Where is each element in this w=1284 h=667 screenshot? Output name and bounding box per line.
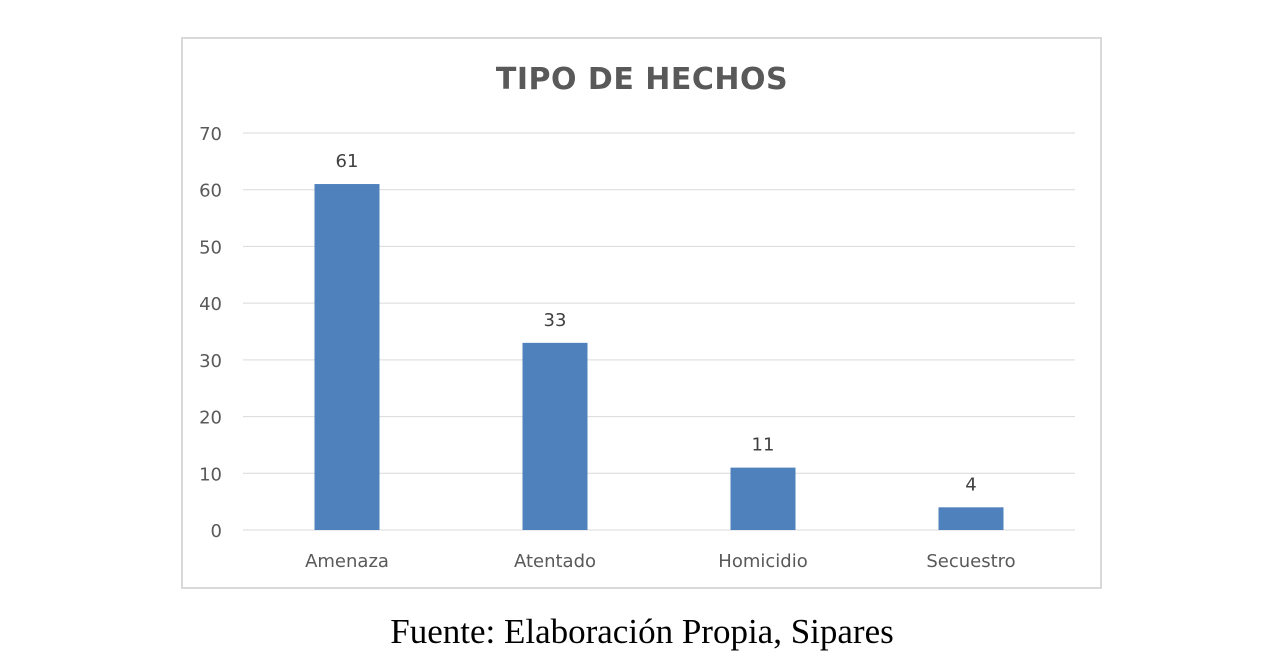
y-tick-label: 40 — [199, 294, 222, 315]
chart-title: TIPO DE HECHOS — [495, 62, 789, 97]
y-tick-label: 0 — [211, 521, 222, 542]
x-tick-label: Atentado — [514, 551, 596, 572]
y-tick-label: 20 — [199, 408, 222, 429]
bar — [314, 184, 380, 531]
y-tick-label: 10 — [199, 464, 222, 485]
y-tick-label: 30 — [199, 351, 222, 372]
figure-caption: Fuente: Elaboración Propia, Sipares — [390, 612, 894, 651]
bar — [730, 467, 796, 530]
data-label: 33 — [544, 310, 567, 331]
y-tick-label: 50 — [199, 237, 222, 258]
bar — [938, 507, 1004, 530]
y-tick-label: 70 — [199, 124, 222, 145]
y-tick-label: 60 — [199, 181, 222, 202]
data-label: 4 — [965, 474, 976, 495]
bar-chart: 0 10 20 30 40 50 60 70 61 Amenaza 33 Atentado 11 Homi… — [199, 124, 1075, 572]
x-tick-label: Amenaza — [305, 551, 389, 572]
data-label: 11 — [752, 435, 775, 456]
x-tick-label: Secuestro — [926, 551, 1015, 572]
bar — [522, 342, 588, 530]
data-label: 61 — [336, 151, 359, 172]
x-tick-label: Homicidio — [718, 551, 807, 572]
